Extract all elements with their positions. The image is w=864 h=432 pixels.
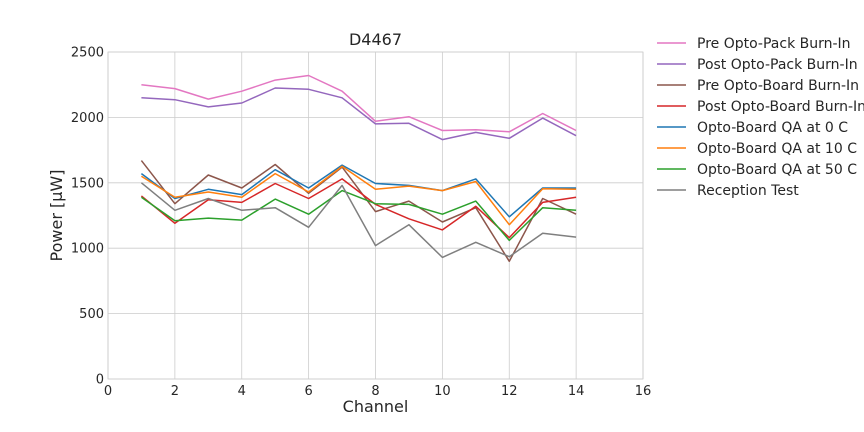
legend: Pre Opto-Pack Burn-In Post Opto-Pack Burn…: [657, 36, 864, 199]
plot-frame: [107, 51, 644, 380]
series-lines: [140, 74, 577, 263]
x-tick-label: 2: [171, 384, 179, 399]
legend-label: Post Opto-Pack Burn-In: [697, 57, 858, 73]
x-tick-label: 0: [104, 384, 112, 399]
legend-label: Post Opto-Board Burn-In: [697, 99, 864, 115]
y-tick-label: 1500: [71, 176, 104, 191]
y-axis-label: Power [μW]: [47, 170, 66, 262]
legend-label: Pre Opto-Pack Burn-In: [697, 36, 851, 52]
series-line-5: [140, 164, 577, 218]
x-tick-labels: 0 2 4 6 8 10 12 14 16: [104, 384, 651, 399]
series-line-3: [140, 160, 577, 263]
x-tick-label: 4: [238, 384, 246, 399]
x-tick-label: 16: [635, 384, 652, 399]
y-tick-labels: 0 500 1000 1500 2000 2500: [71, 46, 104, 388]
series-line-6: [141, 165, 577, 226]
x-tick-label: 12: [501, 384, 518, 399]
x-axis-label: Channel: [343, 397, 409, 416]
series-line-1: [141, 74, 577, 133]
series-line-4: [140, 178, 577, 239]
legend-label: Opto-Board QA at 0 C: [697, 120, 848, 136]
series-line-7: [140, 189, 577, 242]
legend-label: Reception Test: [697, 183, 799, 199]
y-tick-label: 1000: [71, 242, 104, 257]
y-tick-label: 2500: [71, 46, 104, 61]
chart-title: D4467: [349, 30, 402, 49]
legend-label: Pre Opto-Board Burn-In: [697, 78, 859, 94]
x-tick-label: 14: [568, 384, 585, 399]
grid-lines: [107, 51, 644, 380]
y-tick-label: 2000: [71, 111, 104, 126]
x-tick-label: 8: [371, 384, 379, 399]
series-line-8: [140, 182, 577, 259]
legend-label: Opto-Board QA at 10 C: [697, 141, 857, 157]
legend-label: Opto-Board QA at 50 C: [697, 162, 857, 178]
y-tick-label: 500: [79, 307, 104, 322]
x-tick-label: 10: [434, 384, 451, 399]
y-tick-label: 0: [96, 373, 104, 388]
x-tick-label: 6: [304, 384, 312, 399]
series-line-2: [141, 87, 577, 141]
